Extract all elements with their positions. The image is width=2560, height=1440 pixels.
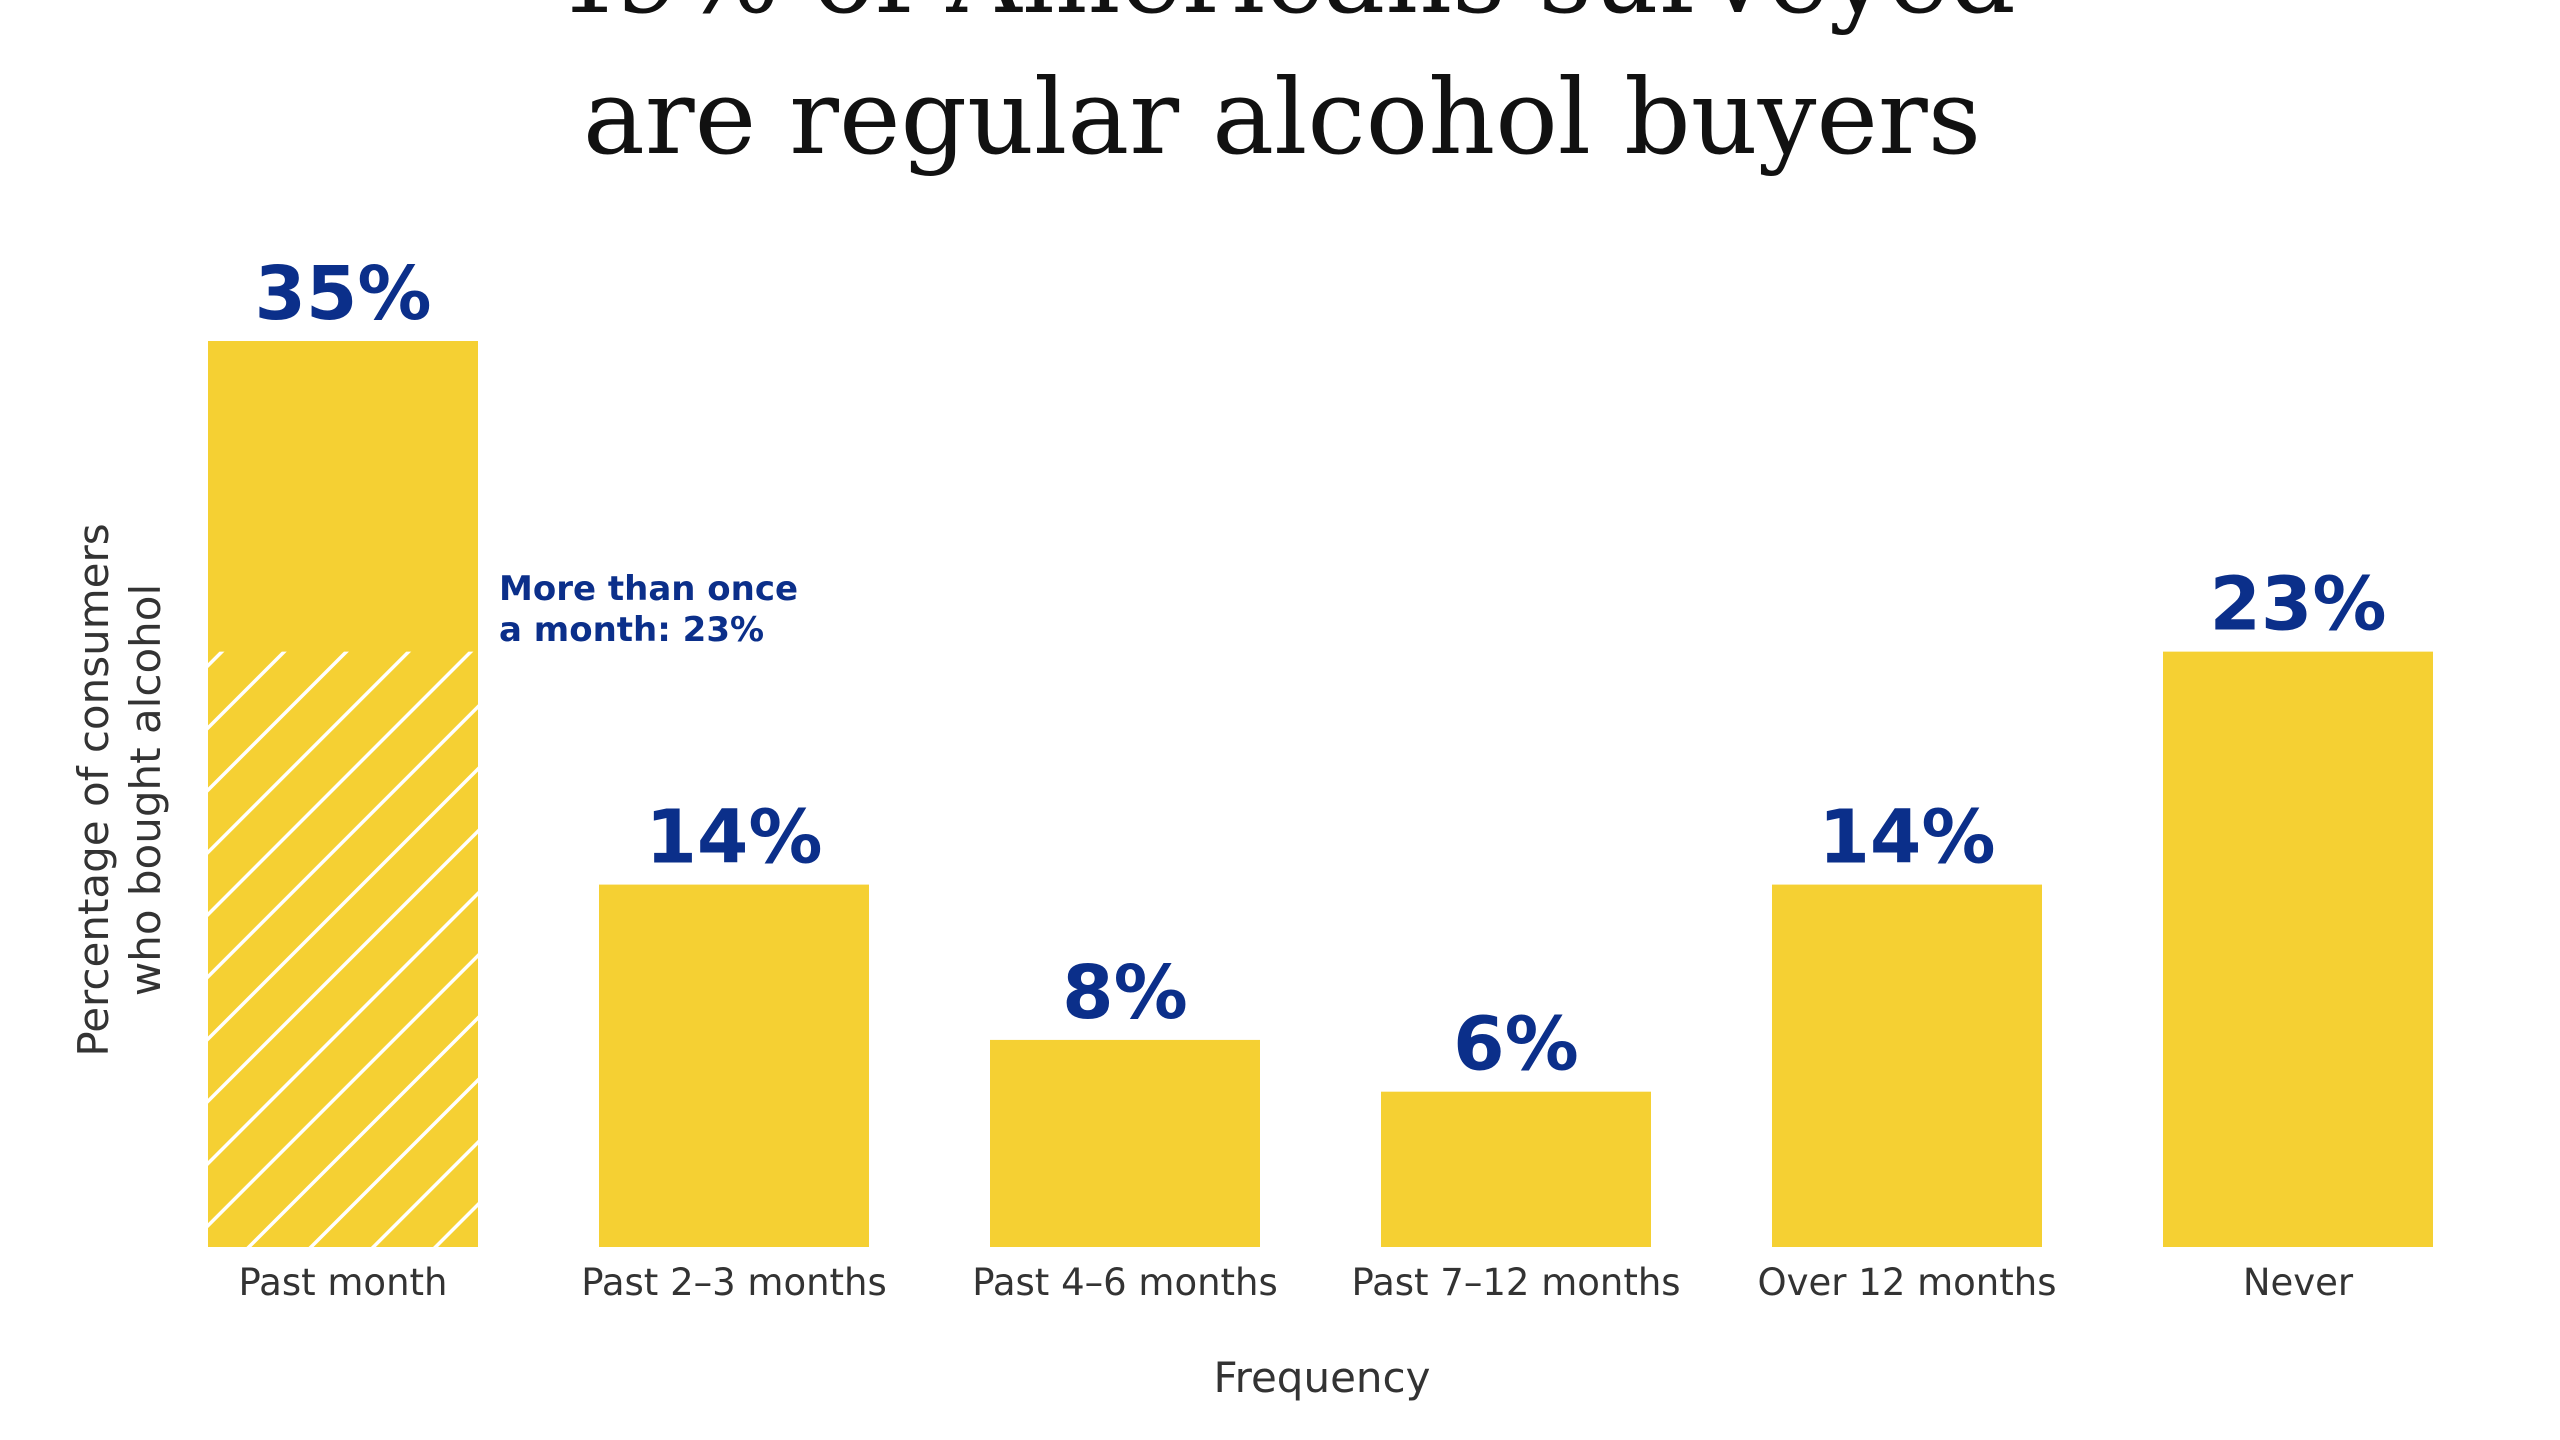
value-label-past-4-6-months: 8%: [1062, 950, 1188, 1036]
x-tick-label-never: Never: [2243, 1261, 2354, 1304]
bar-past-4-6-months: [990, 1039, 1260, 1247]
x-tick-label-past-2-3-months: Past 2–3 months: [581, 1261, 887, 1304]
bar-over-12-months: [1772, 884, 2042, 1247]
value-label-past-month: 35%: [254, 251, 431, 337]
value-labels: 35% 14% 8% 6% 14% 23%: [254, 251, 2386, 1088]
y-axis-label-line-2: who bought alcohol: [121, 584, 170, 996]
value-label-past-2-3-months: 14%: [645, 795, 822, 881]
x-tick-labels: Past month Past 2–3 months Past 4–6 months…: [239, 1261, 2354, 1304]
chart-title-line-2: are regular alcohol buyers: [583, 56, 1981, 178]
x-tick-label-over-12-months: Over 12 months: [1758, 1261, 2057, 1304]
sub-segment-annotation: More than once a month: 23%: [499, 569, 798, 650]
chart-title-line-1: 49% of Americans surveyed: [548, 0, 2016, 37]
bar-past-2-3-months: [599, 884, 869, 1247]
bar-never: [2163, 651, 2433, 1247]
y-axis-label: Percentage of consumers who bought alcoh…: [69, 523, 170, 1056]
x-tick-label-past-4-6-months: Past 4–6 months: [972, 1261, 1278, 1304]
bar-segment-past-month-more-than-once-a-month: [208, 651, 478, 1247]
annotation-line-1: More than once: [499, 569, 798, 609]
bars: [208, 341, 2433, 1247]
value-label-over-12-months: 14%: [1818, 795, 1995, 881]
x-tick-label-past-7-12-months: Past 7–12 months: [1351, 1261, 1680, 1304]
x-tick-label-past-month: Past month: [239, 1261, 448, 1304]
value-label-past-7-12-months: 6%: [1453, 1002, 1579, 1088]
y-axis-label-line-1: Percentage of consumers: [69, 523, 118, 1056]
bar-past-7-12-months: [1381, 1091, 1651, 1247]
x-axis-label: Frequency: [1214, 1353, 1431, 1402]
value-label-never: 23%: [2209, 562, 2386, 648]
annotation-line-2: a month: 23%: [499, 610, 764, 650]
